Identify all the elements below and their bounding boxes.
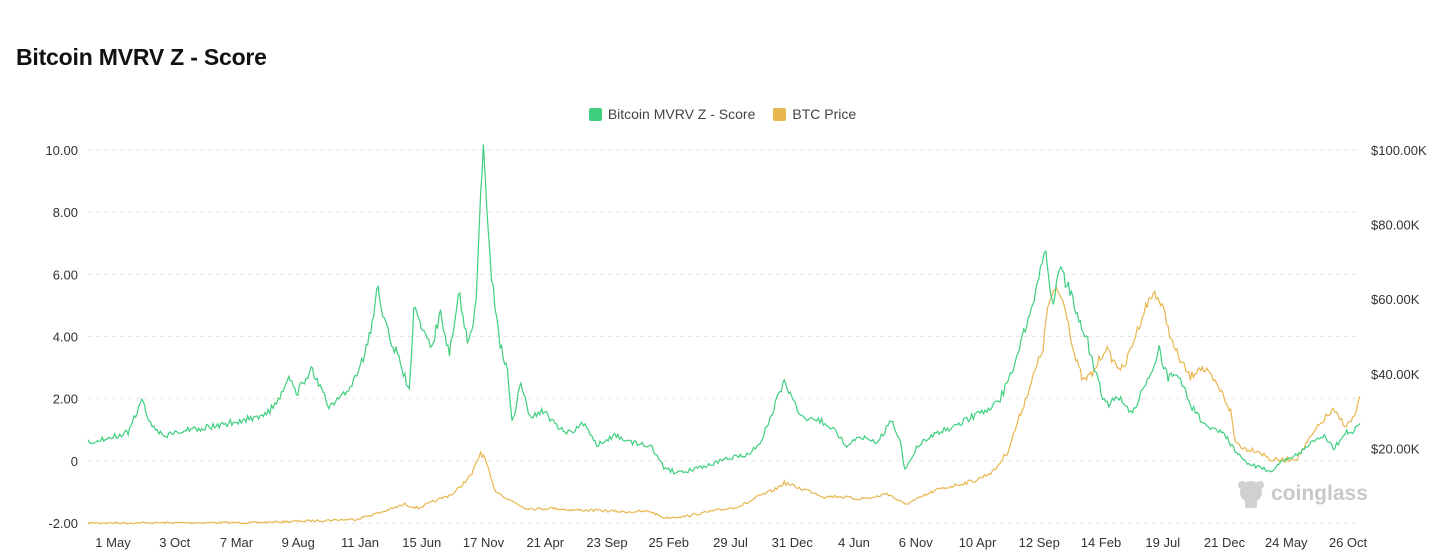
right-axis-ticks: $20.00K $40.00K $60.00K $80.00K $100.00K bbox=[1371, 143, 1427, 456]
x-axis-tick-label: 21 Apr bbox=[526, 535, 564, 550]
left-axis-tick-label: -2.00 bbox=[48, 516, 78, 531]
x-axis-tick-label: 26 Oct bbox=[1329, 535, 1368, 550]
series-line-btc-price bbox=[87, 285, 1361, 525]
x-axis-tick-label: 23 Sep bbox=[586, 535, 627, 550]
x-axis-tick-label: 14 Feb bbox=[1081, 535, 1121, 550]
watermark-text: coinglass bbox=[1271, 482, 1368, 505]
series-line-mvrv bbox=[87, 144, 1361, 475]
page-title: Bitcoin MVRV Z - Score bbox=[16, 44, 267, 70]
left-axis-ticks: -2.00 0 2.00 4.00 6.00 8.00 10.00 bbox=[45, 143, 78, 531]
chart-legend: Bitcoin MVRV Z - Score BTC Price bbox=[0, 106, 1445, 122]
right-axis-tick-label: $40.00K bbox=[1371, 367, 1420, 382]
left-axis-tick-label: 0 bbox=[71, 454, 78, 469]
right-axis-tick-label: $60.00K bbox=[1371, 292, 1420, 307]
left-axis-tick-label: 10.00 bbox=[45, 143, 78, 158]
x-axis-tick-label: 10 Apr bbox=[959, 535, 997, 550]
coinglass-watermark: coinglass bbox=[1238, 481, 1368, 508]
right-axis-tick-label: $20.00K bbox=[1371, 441, 1420, 456]
series-layer bbox=[87, 144, 1361, 525]
x-axis-tick-label: 3 Oct bbox=[159, 535, 190, 550]
legend-item-mvrv[interactable]: Bitcoin MVRV Z - Score bbox=[588, 106, 756, 122]
x-axis-tick-label: 31 Dec bbox=[772, 535, 814, 550]
x-axis-tick-label: 17 Nov bbox=[463, 535, 505, 550]
x-axis-tick-label: 24 May bbox=[1265, 535, 1308, 550]
x-axis-tick-label: 11 Jan bbox=[341, 535, 379, 550]
left-axis-tick-label: 8.00 bbox=[53, 205, 78, 220]
x-axis-tick-label: 12 Sep bbox=[1019, 535, 1060, 550]
right-axis-tick-label: $100.00K bbox=[1371, 143, 1427, 158]
x-axis-tick-label: 21 Dec bbox=[1204, 535, 1246, 550]
x-axis-tick-label: 29 Jul bbox=[713, 535, 748, 550]
right-axis-tick-label: $80.00K bbox=[1371, 218, 1420, 233]
x-axis-tick-label: 7 Mar bbox=[220, 535, 254, 550]
x-axis-tick-label: 9 Aug bbox=[282, 535, 315, 550]
left-axis-tick-label: 4.00 bbox=[53, 330, 78, 345]
coinglass-logo-icon bbox=[1238, 481, 1264, 508]
legend-swatch-btc-price bbox=[773, 107, 787, 121]
x-axis-tick-label: 15 Jun bbox=[402, 535, 441, 550]
x-axis-tick-label: 25 Feb bbox=[649, 535, 689, 550]
legend-swatch-mvrv bbox=[588, 107, 602, 121]
legend-item-btc-price[interactable]: BTC Price bbox=[773, 106, 856, 122]
legend-label-mvrv: Bitcoin MVRV Z - Score bbox=[607, 106, 756, 122]
left-axis-tick-label: 2.00 bbox=[53, 392, 78, 407]
x-axis-tick-label: 4 Jun bbox=[838, 535, 870, 550]
x-axis-tick-label: 1 May bbox=[95, 535, 131, 550]
x-axis-ticks: 1 May 3 Oct 7 Mar 9 Aug 11 Jan 15 Jun 17 Nov 21… bbox=[95, 535, 1367, 550]
chart-grid bbox=[88, 149, 1360, 524]
left-axis-tick-label: 6.00 bbox=[53, 267, 78, 282]
legend-label-btc-price: BTC Price bbox=[792, 106, 857, 122]
x-axis-tick-label: 19 Jul bbox=[1145, 535, 1180, 550]
x-axis-tick-label: 6 Nov bbox=[899, 535, 933, 550]
